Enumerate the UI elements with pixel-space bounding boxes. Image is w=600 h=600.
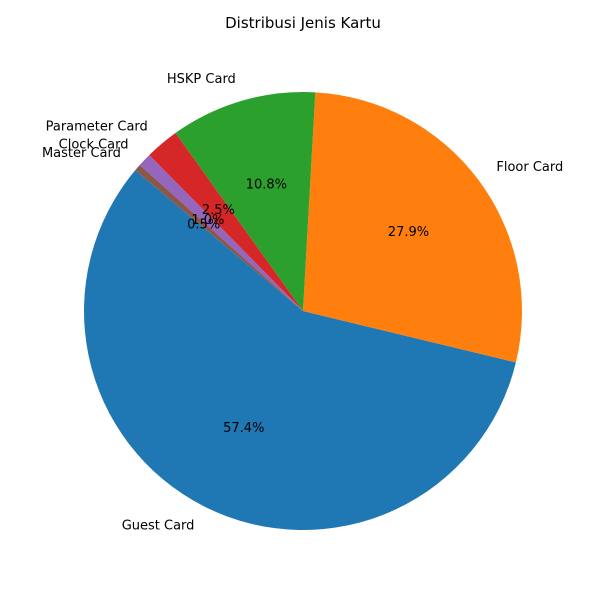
pie-slice-clock-card [139, 155, 303, 311]
pie-slice-parameter-card [149, 132, 303, 311]
pie-slices [84, 92, 522, 531]
chart-title: Distribusi Jenis Kartu [225, 14, 381, 32]
slice-percent-label: 1.0% [191, 213, 224, 228]
pie-slice-hskp-card [175, 92, 316, 311]
slice-label: Floor Card [496, 160, 563, 175]
pie-slice-floor-card [303, 92, 522, 363]
slice-percent-label: 2.5% [202, 203, 235, 218]
slice-label: Master Card [42, 146, 121, 161]
pie-slice-master-card [135, 165, 303, 311]
pie-slice-guest-card [84, 170, 516, 531]
slice-label: Guest Card [122, 519, 195, 534]
slice-label: Clock Card [59, 137, 129, 152]
pie-labels: Guest Card 57.4% Floor Card 27.9% HSKP Card 1… [42, 72, 563, 533]
slice-percent-label: 0.5% [187, 217, 220, 232]
slice-label: HSKP Card [167, 72, 236, 87]
slice-percent-label: 10.8% [246, 177, 287, 192]
slice-percent-label: 57.4% [223, 421, 264, 436]
slice-label: Parameter Card [46, 119, 148, 134]
slice-percent-label: 27.9% [388, 225, 429, 240]
